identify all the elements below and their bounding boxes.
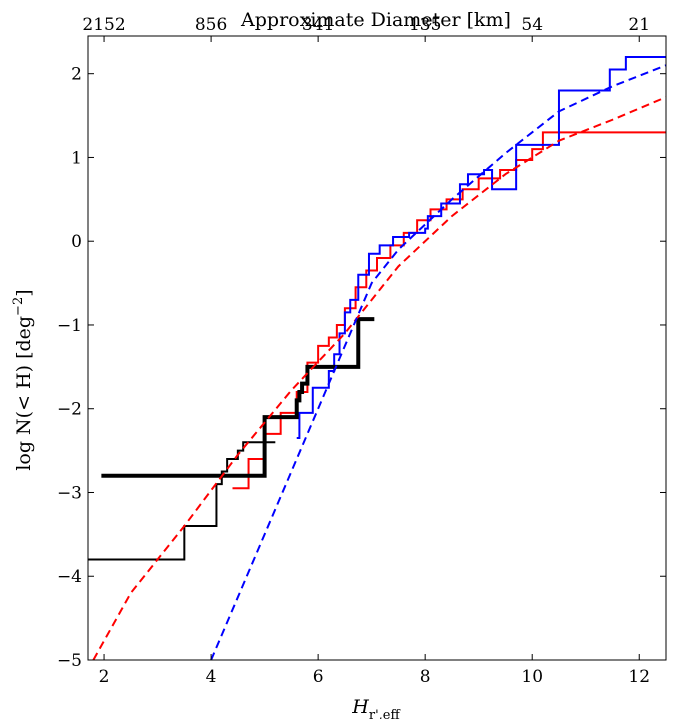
y-tick-label: −2 xyxy=(57,400,82,420)
plot-content xyxy=(88,55,666,660)
series-line-1 xyxy=(232,131,666,490)
plot-frame xyxy=(87,35,667,661)
x-axis-label: Hr',eff xyxy=(351,696,401,719)
x-tick-label: 12 xyxy=(628,667,650,687)
series-line-3 xyxy=(88,441,276,561)
y-tick-label: −4 xyxy=(57,567,82,587)
x-tick-label: 2 xyxy=(99,667,110,687)
y-tick-label: −1 xyxy=(57,316,82,336)
series-line-6 xyxy=(210,64,666,660)
y-tick-label: −3 xyxy=(57,483,82,503)
top-tick-label: 54 xyxy=(521,15,543,35)
y-tick-label: 0 xyxy=(71,232,82,252)
y-tick-label: 2 xyxy=(71,65,82,85)
x-tick-label: 10 xyxy=(521,667,543,687)
top-tick-label: 856 xyxy=(195,15,227,35)
top-axis-label: Approximate Diameter [km] xyxy=(240,9,511,31)
y-axis-label: log N(< H) [deg−2] xyxy=(11,289,35,470)
x-tick-label: 8 xyxy=(420,667,431,687)
x-tick-label: 6 xyxy=(313,667,324,687)
y-tick-label: 1 xyxy=(71,148,82,168)
top-tick-label: 2152 xyxy=(82,15,125,35)
x-tick-label: 4 xyxy=(206,667,217,687)
top-tick-label: 341 xyxy=(302,15,334,35)
top-tick-label: 21 xyxy=(628,15,650,35)
top-tick-label: 135 xyxy=(409,15,441,35)
series-line-2 xyxy=(296,55,666,440)
series-line-5 xyxy=(92,96,666,660)
y-tick-label: −5 xyxy=(57,651,82,671)
